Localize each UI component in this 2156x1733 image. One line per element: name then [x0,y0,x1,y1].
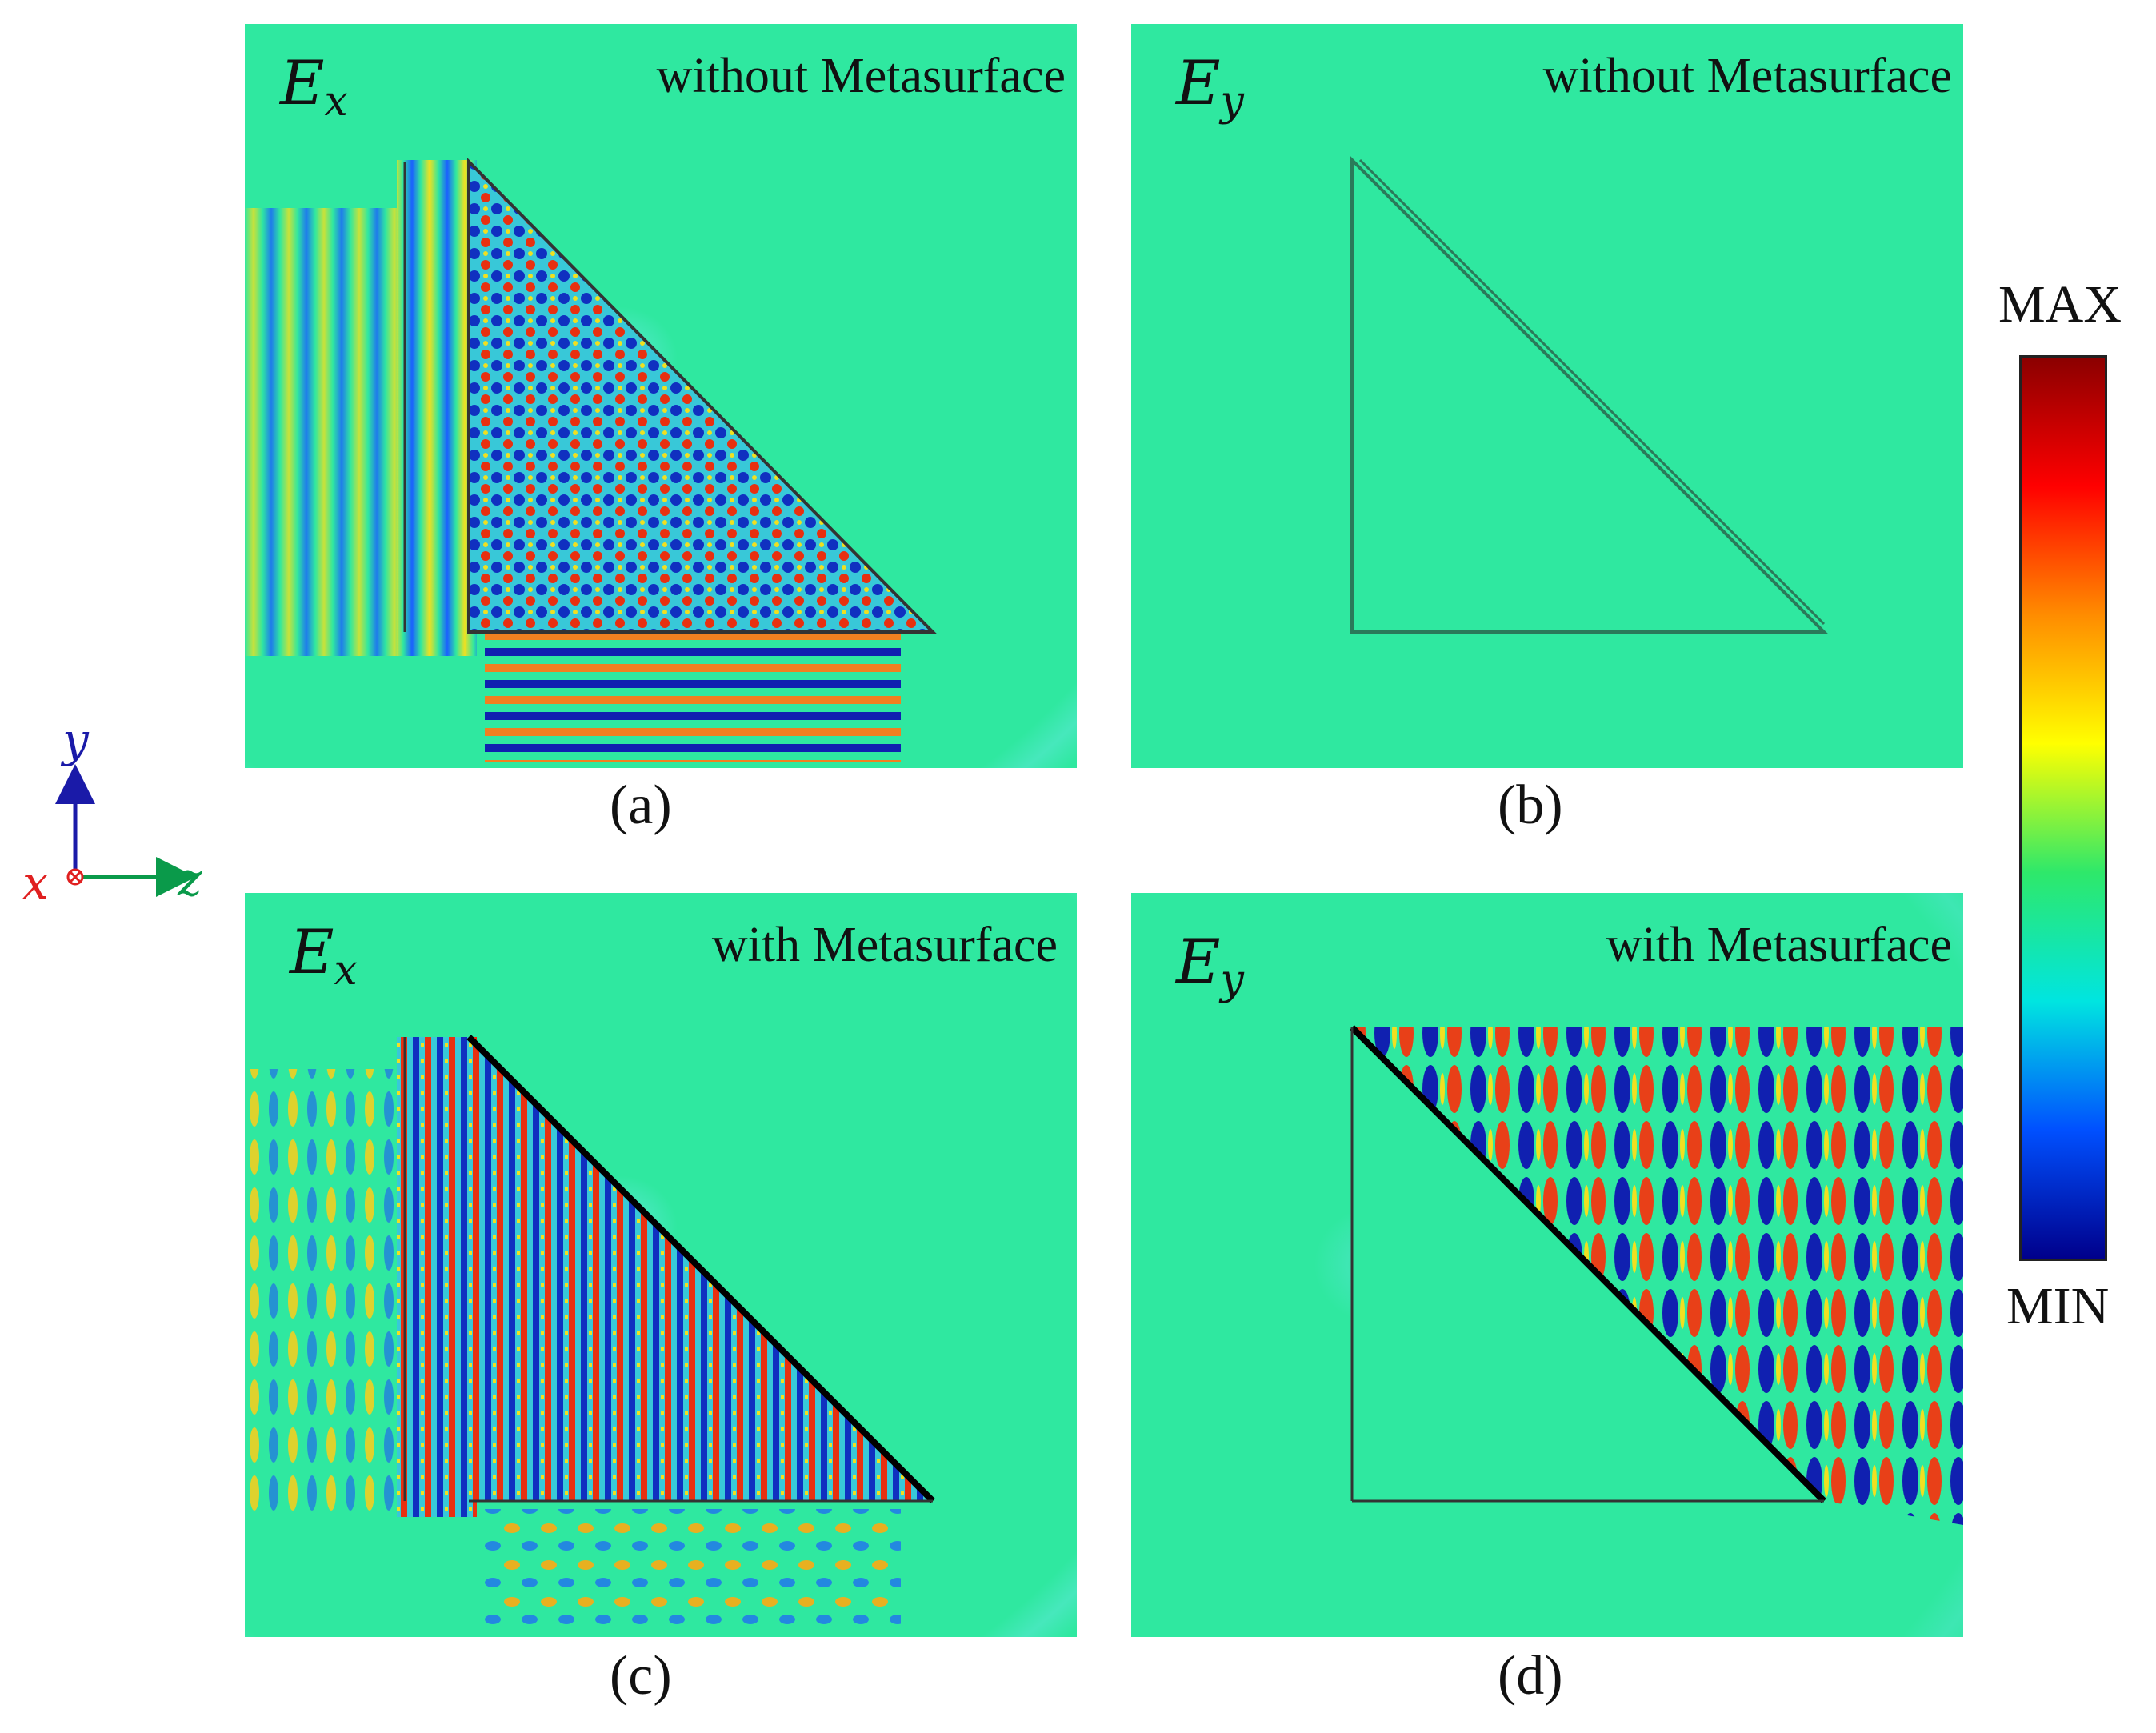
axis-triad [55,764,196,897]
field-label-d: Ey [1176,926,1244,1004]
colorbar [2019,355,2107,1261]
colorbar-max-label: MAX [1998,275,2122,334]
caption-b: (b) [1498,774,1563,836]
panel-a: Ex without Metasurface [245,24,1077,768]
z-axis-label: z [178,852,202,907]
field-map-d [1131,893,1963,1637]
condition-label-a: without Metasurface [656,49,1066,103]
x-axis-label: x [22,855,49,910]
caption-d: (d) [1498,1645,1563,1707]
panel-b: Ey without Metasurface [1131,24,1963,768]
field-label-a: Ex [280,47,348,126]
field-label-b: Ey [1176,47,1244,126]
condition-label-d: with Metasurface [1606,918,1952,972]
caption-c: (c) [610,1645,672,1707]
condition-label-c: with Metasurface [711,918,1058,972]
field-label-c: Ex [290,916,358,995]
field-map-b [1131,24,1963,768]
panel-d: Ey with Metasurface [1131,893,1963,1637]
field-map-c [245,893,1077,1637]
caption-a: (a) [610,774,672,836]
panel-c: Ex with Metasurface [245,893,1077,1637]
field-map-a [245,24,1077,768]
condition-label-b: without Metasurface [1542,49,1952,103]
y-axis-label: y [62,713,89,767]
colorbar-min-label: MIN [2006,1277,2110,1335]
